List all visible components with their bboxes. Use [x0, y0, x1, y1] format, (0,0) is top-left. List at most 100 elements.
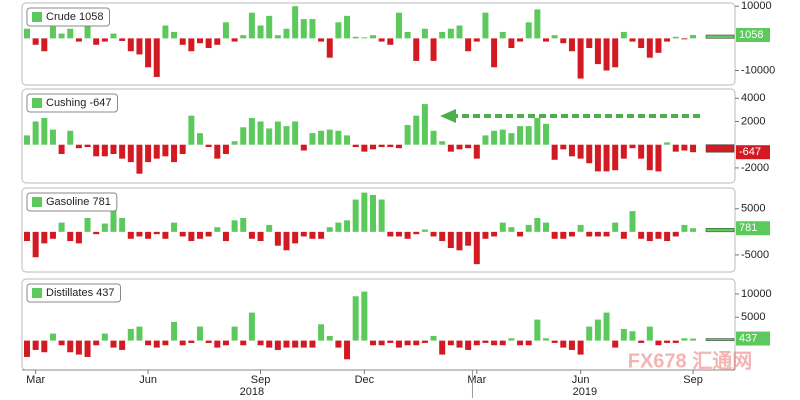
bar — [127, 38, 134, 52]
bar — [517, 340, 524, 346]
bar — [119, 340, 126, 350]
bar — [309, 340, 316, 348]
bar — [292, 121, 299, 145]
bar — [629, 331, 636, 341]
bar — [482, 12, 489, 39]
legend-box — [26, 93, 118, 113]
bar — [214, 144, 221, 159]
legend-name: Distillates — [46, 287, 94, 299]
bar — [361, 144, 368, 152]
bar — [508, 338, 515, 341]
bar — [41, 231, 48, 244]
bar — [586, 144, 593, 164]
bar — [292, 6, 299, 39]
bar — [257, 121, 264, 145]
bar — [67, 340, 74, 353]
bar — [145, 38, 152, 68]
bar — [482, 135, 489, 145]
bar — [24, 135, 30, 145]
bar — [482, 340, 489, 343]
bar — [413, 38, 420, 61]
bar — [188, 38, 195, 52]
bar — [352, 199, 359, 232]
bar — [577, 340, 584, 355]
bar — [421, 28, 428, 39]
bar — [58, 144, 65, 154]
bar — [439, 231, 446, 242]
bar — [664, 340, 671, 343]
bar — [543, 338, 549, 341]
bar — [75, 231, 82, 244]
bar — [240, 35, 247, 39]
bar — [421, 340, 428, 343]
bar — [603, 312, 610, 341]
bar — [439, 31, 446, 39]
legend-name: Cushing — [46, 97, 86, 109]
bar — [491, 231, 498, 237]
bar — [222, 340, 229, 346]
bar — [586, 326, 593, 341]
bar — [473, 144, 480, 159]
legend-value: 781 — [92, 196, 110, 208]
bar — [646, 144, 653, 171]
bar — [551, 35, 558, 39]
latest-value-label: 781 — [739, 222, 757, 234]
bar — [93, 340, 100, 346]
bar — [32, 340, 39, 350]
year-label: 2018 — [240, 386, 264, 398]
bar — [430, 130, 437, 145]
bar — [690, 338, 697, 341]
bar — [101, 38, 108, 42]
bar — [508, 38, 515, 49]
bar — [387, 231, 394, 237]
bar — [110, 340, 117, 348]
bar — [179, 231, 186, 237]
bar — [594, 144, 601, 172]
bar — [110, 208, 117, 232]
latest-value-label: -647 — [739, 146, 761, 158]
legend-label: Distillates 437 — [46, 287, 115, 299]
bar — [326, 227, 333, 232]
bar — [197, 133, 203, 145]
bar — [620, 144, 627, 159]
x-tick-label: Sep — [683, 374, 703, 386]
x-tick-label: Mar — [467, 374, 486, 386]
panel-frame — [21, 187, 736, 273]
bar — [499, 222, 506, 232]
bar — [274, 340, 281, 350]
bar — [222, 22, 229, 39]
bar — [352, 296, 359, 341]
bar — [568, 38, 575, 52]
bar — [214, 340, 221, 348]
bar — [318, 38, 325, 42]
bar — [603, 231, 610, 237]
bar — [456, 231, 463, 251]
bar — [482, 231, 489, 239]
bar — [629, 211, 636, 232]
bar — [257, 231, 264, 242]
bar — [560, 38, 567, 44]
bar — [543, 38, 549, 42]
bar — [525, 126, 532, 145]
bar — [240, 127, 247, 145]
bar — [620, 31, 627, 39]
latest-value-bar — [705, 144, 735, 153]
bar — [58, 340, 65, 346]
bar — [646, 326, 653, 341]
latest-value-bar — [705, 34, 735, 39]
bar — [586, 231, 593, 237]
bar — [370, 144, 376, 150]
legend-box — [26, 192, 118, 212]
bar — [603, 38, 610, 71]
y-tick-label: 2000 — [741, 115, 765, 127]
bar — [266, 224, 273, 232]
bar — [473, 38, 480, 42]
bar — [352, 36, 359, 39]
bar — [439, 141, 446, 145]
bar — [197, 326, 203, 341]
bar — [620, 231, 627, 239]
bar — [499, 129, 506, 145]
bar — [672, 340, 679, 343]
bar — [222, 231, 229, 242]
bar — [222, 144, 229, 154]
